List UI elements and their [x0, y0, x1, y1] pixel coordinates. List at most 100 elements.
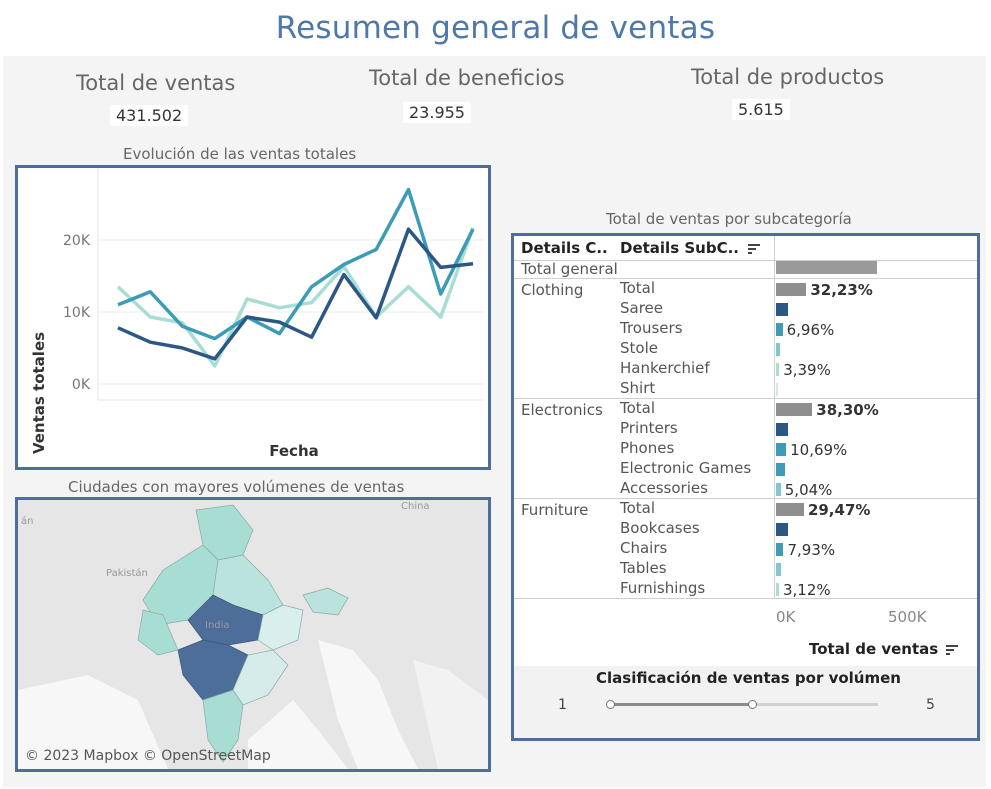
map-frame[interactable]: India Pakistán China án © 2023 Mapbox © … [15, 497, 491, 772]
map-region-south [202, 689, 244, 763]
subcategory-bar[interactable] [776, 423, 789, 436]
percent-label: 5,04% [784, 481, 833, 499]
kpi-profit-value: 23.955 [403, 102, 471, 123]
subcategory-bar[interactable] [776, 283, 807, 296]
subcategory-label: Saree [620, 299, 664, 317]
subcategory-bar[interactable] [776, 483, 781, 496]
kpi-sales-value: 431.502 [110, 105, 189, 126]
category-label: Electronics [521, 401, 603, 419]
subcategory-label: Shirt [620, 379, 656, 397]
subcategory-bar[interactable] [776, 363, 780, 376]
slider-title: Clasificación de ventas por volúmen [596, 669, 901, 687]
subcategory-bar[interactable] [776, 563, 782, 576]
total-general-label: Total general [521, 260, 618, 278]
map-label-china: China [401, 501, 430, 512]
slider-fill [610, 703, 753, 706]
group-divider [514, 598, 977, 599]
line-chart-frame[interactable]: 0K 10K 20K Ventas totales Fecha [15, 165, 491, 470]
table-title: Total de ventas por subcategoría [606, 210, 852, 228]
slider-handle-min[interactable] [606, 700, 615, 709]
map-label-pakistan: Pakistán [106, 567, 148, 579]
line-chart-series [116, 187, 475, 368]
subcategory-bar[interactable] [776, 523, 789, 536]
subcategory-bar[interactable] [776, 443, 787, 456]
subcategory-label: Total [620, 279, 656, 297]
percent-label: 38,30% [816, 401, 879, 419]
axis-tick-500k: 500K [888, 608, 927, 626]
map-region-east [257, 604, 304, 651]
line-chart-x-title: Fecha [269, 442, 319, 460]
subcategory-bar[interactable] [776, 323, 783, 336]
subcategory-bar[interactable] [776, 503, 804, 516]
subcategory-label: Chairs [620, 539, 668, 557]
subcategory-bar[interactable] [776, 463, 785, 476]
bar-column-divider [774, 236, 775, 598]
map-label-iran-partial: án [21, 515, 33, 527]
table-frame[interactable]: Details C.. Details SubC.. Total general… [511, 233, 980, 741]
line-chart[interactable]: 0K 10K 20K Ventas totales Fecha [18, 168, 488, 467]
divider [514, 260, 977, 261]
slider-handle-max[interactable] [748, 700, 758, 709]
slider-min-label: 1 [558, 697, 567, 713]
divider [514, 278, 977, 279]
bar-total-general[interactable] [776, 261, 877, 274]
header-subcategory[interactable]: Details SubC.. [620, 239, 739, 257]
group-divider [514, 498, 977, 499]
slider-max-label: 5 [926, 697, 935, 713]
line-chart-y-ticks: 0K 10K 20K [63, 233, 91, 393]
slider-panel: Clasificación de ventas por volúmen 1 5 [514, 666, 977, 738]
subcategory-bar[interactable] [776, 583, 779, 596]
subcategory-label: Total [620, 399, 656, 417]
map-region-northeast [302, 587, 349, 616]
map-label-india: India [205, 620, 230, 631]
y-tick-label: 0K [72, 377, 91, 393]
group-divider [514, 398, 977, 399]
map-region-gujarat [137, 609, 179, 656]
subcategory-label: Tables [620, 559, 667, 577]
subcategory-label: Total [620, 499, 656, 517]
category-label: Furniture [521, 501, 589, 519]
kpi-products-value: 5.615 [732, 99, 790, 120]
map-canvas[interactable]: India Pakistán China án [18, 500, 488, 769]
y-tick-label: 20K [63, 233, 91, 249]
y-tick-label: 10K [63, 305, 91, 321]
line-chart-title: Evolución de las ventas totales [123, 145, 357, 163]
subcategory-label: Stole [620, 339, 658, 357]
map-title: Ciudades con mayores volúmenes de ventas [68, 478, 405, 496]
subcategory-label: Trousers [620, 319, 683, 337]
series-line-2[interactable] [117, 187, 475, 341]
subcategory-bar[interactable] [776, 383, 778, 396]
sort-descending-icon[interactable] [748, 244, 760, 254]
sort-descending-icon[interactable] [946, 645, 958, 655]
dashboard-title: Resumen general de ventas [275, 10, 716, 46]
percent-label: 32,23% [810, 281, 873, 299]
line-chart-grid [97, 168, 484, 401]
percent-label: 7,93% [787, 541, 836, 559]
subcategory-label: Hankerchief [620, 359, 710, 377]
series-line-1[interactable] [117, 227, 474, 361]
subcategory-bar[interactable] [776, 343, 780, 356]
percent-label: 29,47% [807, 501, 871, 519]
kpi-products-label: Total de productos [691, 65, 885, 89]
subcategory-bar[interactable] [776, 543, 784, 556]
table-axis-title: Total de ventas [809, 640, 939, 658]
percent-label: 10,69% [790, 441, 848, 459]
line-chart-y-title: Ventas totales [30, 332, 48, 454]
map-attribution: © 2023 Mapbox © OpenStreetMap [25, 748, 271, 764]
subcategory-label: Furnishings [620, 579, 706, 597]
axis-tick-0: 0K [776, 608, 796, 626]
subcategory-label: Printers [620, 419, 678, 437]
subcategory-label: Accessories [620, 479, 708, 497]
subcategory-label: Bookcases [620, 519, 700, 537]
kpi-sales-label: Total de ventas [76, 71, 236, 95]
category-label: Clothing [521, 281, 584, 299]
subcategory-label: Electronic Games [620, 459, 752, 477]
subcategory-label: Phones [620, 439, 675, 457]
kpi-profit-label: Total de beneficios [369, 66, 565, 90]
subcategory-bar[interactable] [776, 303, 789, 316]
header-category[interactable]: Details C.. [521, 239, 608, 257]
percent-label: 6,96% [786, 321, 835, 339]
percent-label: 3,12% [782, 581, 831, 599]
subcategory-table[interactable]: Details C.. Details SubC.. Total general… [514, 236, 977, 738]
subcategory-bar[interactable] [776, 403, 813, 416]
